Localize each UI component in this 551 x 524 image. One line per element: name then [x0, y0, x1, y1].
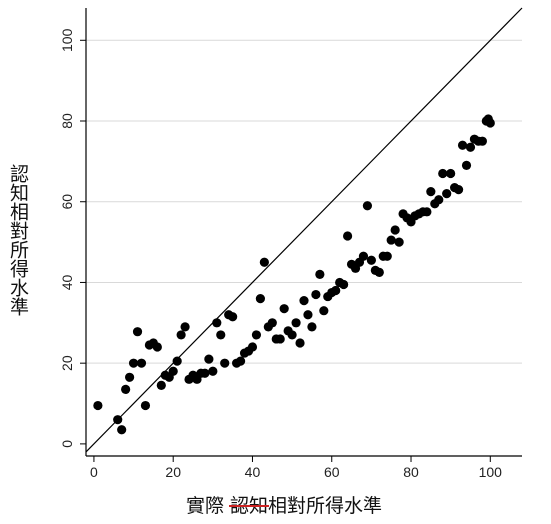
data-point [121, 384, 131, 395]
data-point [259, 257, 269, 267]
data-point [339, 279, 349, 290]
data-point [394, 237, 404, 247]
data-point [426, 187, 436, 197]
y-axis-label: 認知相對所得水準 [7, 164, 29, 316]
data-point [247, 342, 258, 352]
data-point [331, 285, 341, 296]
gridlines [86, 39, 522, 364]
data-point [362, 201, 373, 211]
y-tick-label: 20 [59, 355, 75, 371]
data-point [212, 318, 222, 328]
x-tick-label: 0 [90, 464, 98, 480]
data-points [93, 114, 495, 435]
data-point [453, 185, 464, 195]
y-tick-label: 60 [59, 194, 75, 210]
y-tick-label: 100 [59, 28, 75, 52]
y-tick-label: 0 [59, 440, 75, 448]
data-point [390, 225, 400, 235]
data-point [204, 354, 214, 364]
data-point [311, 289, 321, 300]
data-point [156, 380, 166, 390]
data-point [125, 372, 135, 382]
x-tick-label: 20 [165, 464, 181, 480]
data-point [442, 189, 452, 199]
data-point [255, 293, 265, 304]
data-point [307, 322, 317, 332]
axis-titles: 實際 認知相對所得水準 認知相對所得水準 [7, 164, 382, 517]
x-axis-label: 實際 認知相對所得水準 [186, 495, 382, 517]
data-point [358, 251, 369, 261]
x-tick-label: 100 [479, 464, 503, 480]
data-point [113, 415, 123, 425]
data-point [228, 312, 238, 322]
data-point [465, 142, 476, 152]
data-point [208, 366, 218, 376]
data-point [386, 235, 396, 245]
data-point [382, 251, 392, 261]
data-point [251, 330, 262, 340]
data-point [216, 330, 226, 340]
data-point [434, 195, 444, 205]
data-point [220, 358, 230, 368]
data-point [315, 269, 325, 279]
data-point [117, 425, 127, 435]
data-point [374, 267, 384, 277]
data-point [180, 322, 190, 332]
data-point [152, 342, 162, 352]
data-point [422, 207, 432, 217]
data-point [128, 358, 139, 368]
data-point [279, 304, 289, 314]
x-axis-label-part-1: 實際 [186, 495, 230, 517]
y-tick-label: 40 [59, 274, 75, 290]
data-point [446, 168, 456, 179]
data-point [461, 160, 472, 171]
data-point [172, 356, 182, 366]
data-point [287, 330, 297, 340]
data-point [93, 400, 103, 411]
data-point [176, 330, 186, 340]
data-point [477, 136, 487, 146]
y-tick-label: 80 [59, 113, 75, 129]
x-tick-label: 40 [245, 464, 261, 480]
data-point [132, 327, 143, 337]
reference-line-layer [85, 7, 523, 453]
axes [85, 8, 522, 457]
data-point [291, 318, 301, 328]
data-point [168, 366, 178, 376]
data-point [136, 358, 147, 368]
data-point [200, 368, 210, 378]
data-point [267, 318, 277, 328]
x-axis-label-part-3: 相對所得水準 [268, 495, 382, 517]
data-point [235, 356, 246, 366]
ticks: 0 20 40 60 80 100 0 20 40 60 80 100 [59, 28, 502, 480]
data-point [343, 231, 353, 241]
data-point [319, 306, 329, 316]
data-point [299, 296, 309, 306]
data-point [366, 255, 376, 265]
data-point [438, 168, 448, 179]
reference-line [85, 7, 523, 453]
data-point [303, 310, 313, 320]
x-tick-label: 80 [403, 464, 419, 480]
x-tick-label: 60 [324, 464, 340, 480]
data-point [140, 400, 151, 411]
data-point [457, 140, 468, 150]
data-point [275, 334, 285, 344]
data-point [485, 118, 495, 128]
data-point [295, 338, 305, 348]
